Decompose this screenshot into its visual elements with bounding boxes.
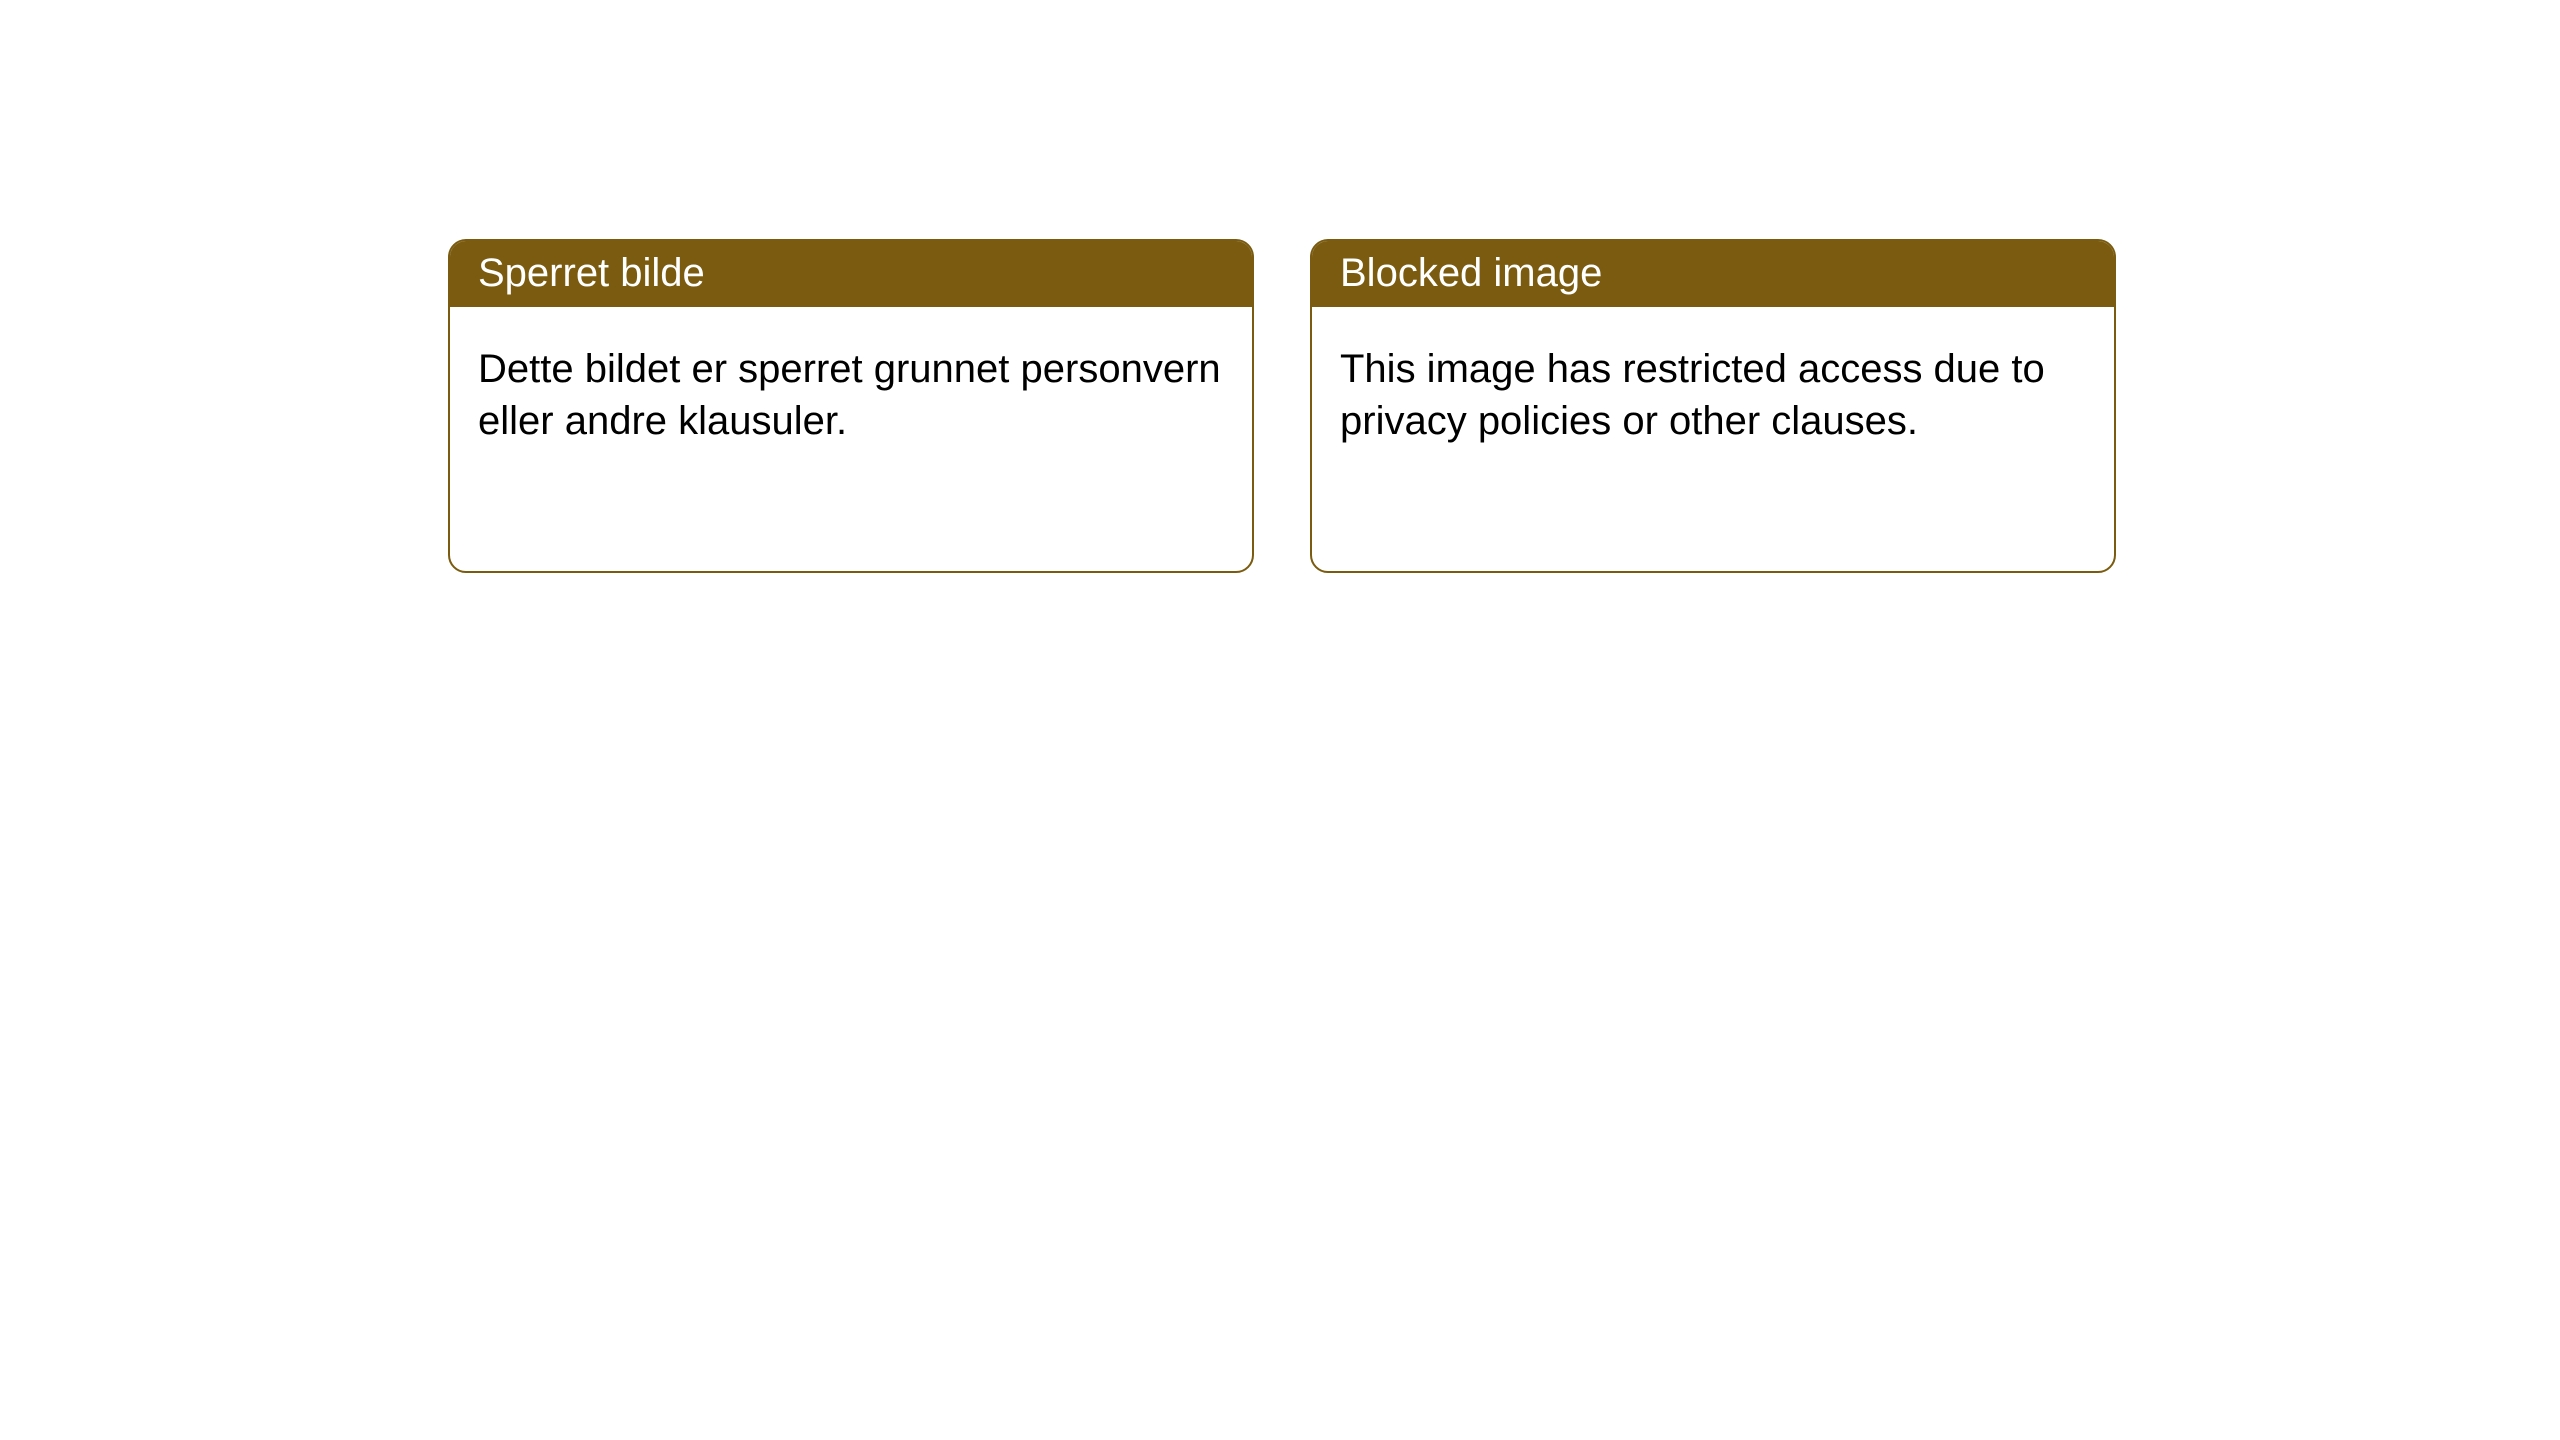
notice-card-body: This image has restricted access due to … xyxy=(1312,307,2114,475)
notice-card-body: Dette bildet er sperret grunnet personve… xyxy=(450,307,1252,475)
notice-body-text: This image has restricted access due to … xyxy=(1340,347,2045,443)
notice-card-norwegian: Sperret bilde Dette bildet er sperret gr… xyxy=(448,239,1254,573)
notice-title-text: Sperret bilde xyxy=(478,251,705,295)
notice-card-title: Sperret bilde xyxy=(450,241,1252,307)
notice-body-text: Dette bildet er sperret grunnet personve… xyxy=(478,347,1221,443)
notice-title-text: Blocked image xyxy=(1340,251,1602,295)
notice-card-english: Blocked image This image has restricted … xyxy=(1310,239,2116,573)
notice-card-title: Blocked image xyxy=(1312,241,2114,307)
notice-cards-container: Sperret bilde Dette bildet er sperret gr… xyxy=(448,239,2116,573)
